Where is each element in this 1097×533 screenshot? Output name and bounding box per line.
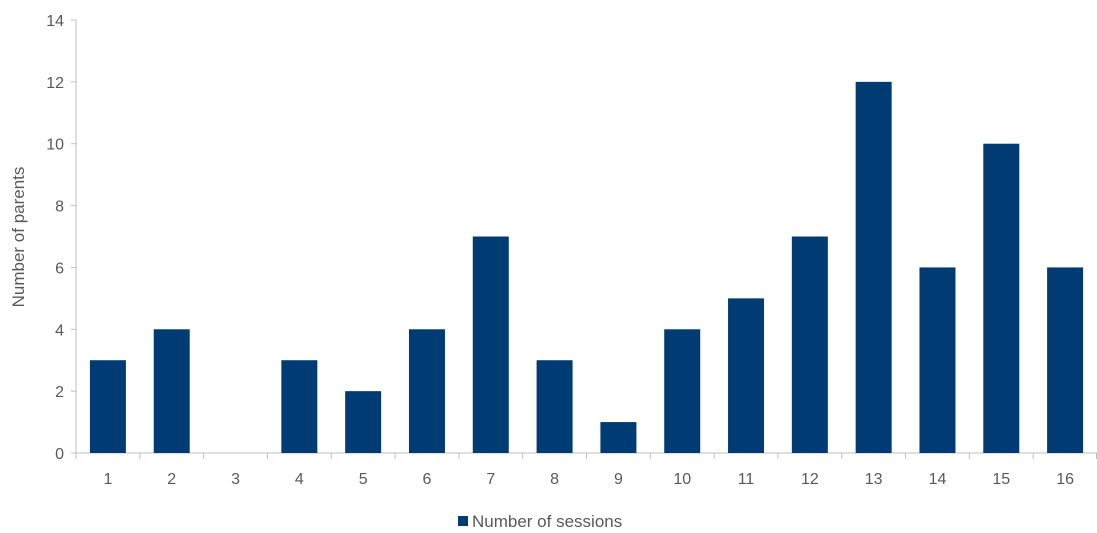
x-tick-label: 4 bbox=[295, 471, 304, 488]
y-tick-label: 6 bbox=[55, 260, 64, 277]
x-tick-label: 2 bbox=[167, 471, 176, 488]
y-tick-label: 4 bbox=[55, 322, 64, 339]
legend-swatch bbox=[458, 516, 468, 526]
bar bbox=[472, 236, 509, 453]
bar bbox=[600, 422, 637, 453]
x-tick-label: 10 bbox=[673, 471, 691, 488]
x-tick-label: 8 bbox=[550, 471, 559, 488]
bar bbox=[408, 329, 445, 453]
x-tick-label: 1 bbox=[103, 471, 112, 488]
y-tick-label: 8 bbox=[55, 199, 64, 216]
x-tick-label: 13 bbox=[865, 471, 883, 488]
x-tick-label: 3 bbox=[231, 471, 240, 488]
bar bbox=[664, 329, 701, 453]
y-tick-label: 0 bbox=[55, 446, 64, 463]
bar bbox=[89, 360, 126, 453]
y-axis: 0 2 4 6 8 10 12 14 bbox=[46, 13, 77, 463]
x-tick-label: 5 bbox=[359, 471, 368, 488]
y-tick-label: 14 bbox=[46, 13, 64, 30]
y-axis-title: Number of parents bbox=[9, 167, 28, 308]
legend: Number of sessions bbox=[458, 512, 622, 531]
x-tick-label: 6 bbox=[423, 471, 432, 488]
bar bbox=[919, 267, 956, 453]
bars bbox=[89, 81, 1084, 453]
bar bbox=[728, 298, 765, 453]
y-tick-label: 2 bbox=[55, 384, 64, 401]
bar bbox=[281, 360, 318, 453]
x-tick-label: 15 bbox=[992, 471, 1010, 488]
bar bbox=[153, 329, 190, 453]
x-tick-label: 11 bbox=[738, 471, 755, 488]
bar bbox=[536, 360, 573, 453]
bar bbox=[983, 143, 1020, 453]
x-tick-label: 7 bbox=[486, 471, 495, 488]
bar bbox=[345, 391, 382, 453]
bar bbox=[855, 81, 892, 453]
bar bbox=[1047, 267, 1084, 453]
x-tick-label: 16 bbox=[1056, 471, 1074, 488]
x-axis: 1 2 3 4 5 6 7 8 9 10 11 12 13 14 15 16 bbox=[75, 452, 1097, 488]
y-tick-label: 10 bbox=[46, 137, 64, 154]
bar bbox=[791, 236, 828, 453]
x-tick-label: 14 bbox=[929, 471, 947, 488]
legend-label: Number of sessions bbox=[472, 512, 622, 531]
x-tick-label: 9 bbox=[614, 471, 623, 488]
x-tick-label: 12 bbox=[801, 471, 819, 488]
y-tick-label: 12 bbox=[46, 75, 64, 92]
